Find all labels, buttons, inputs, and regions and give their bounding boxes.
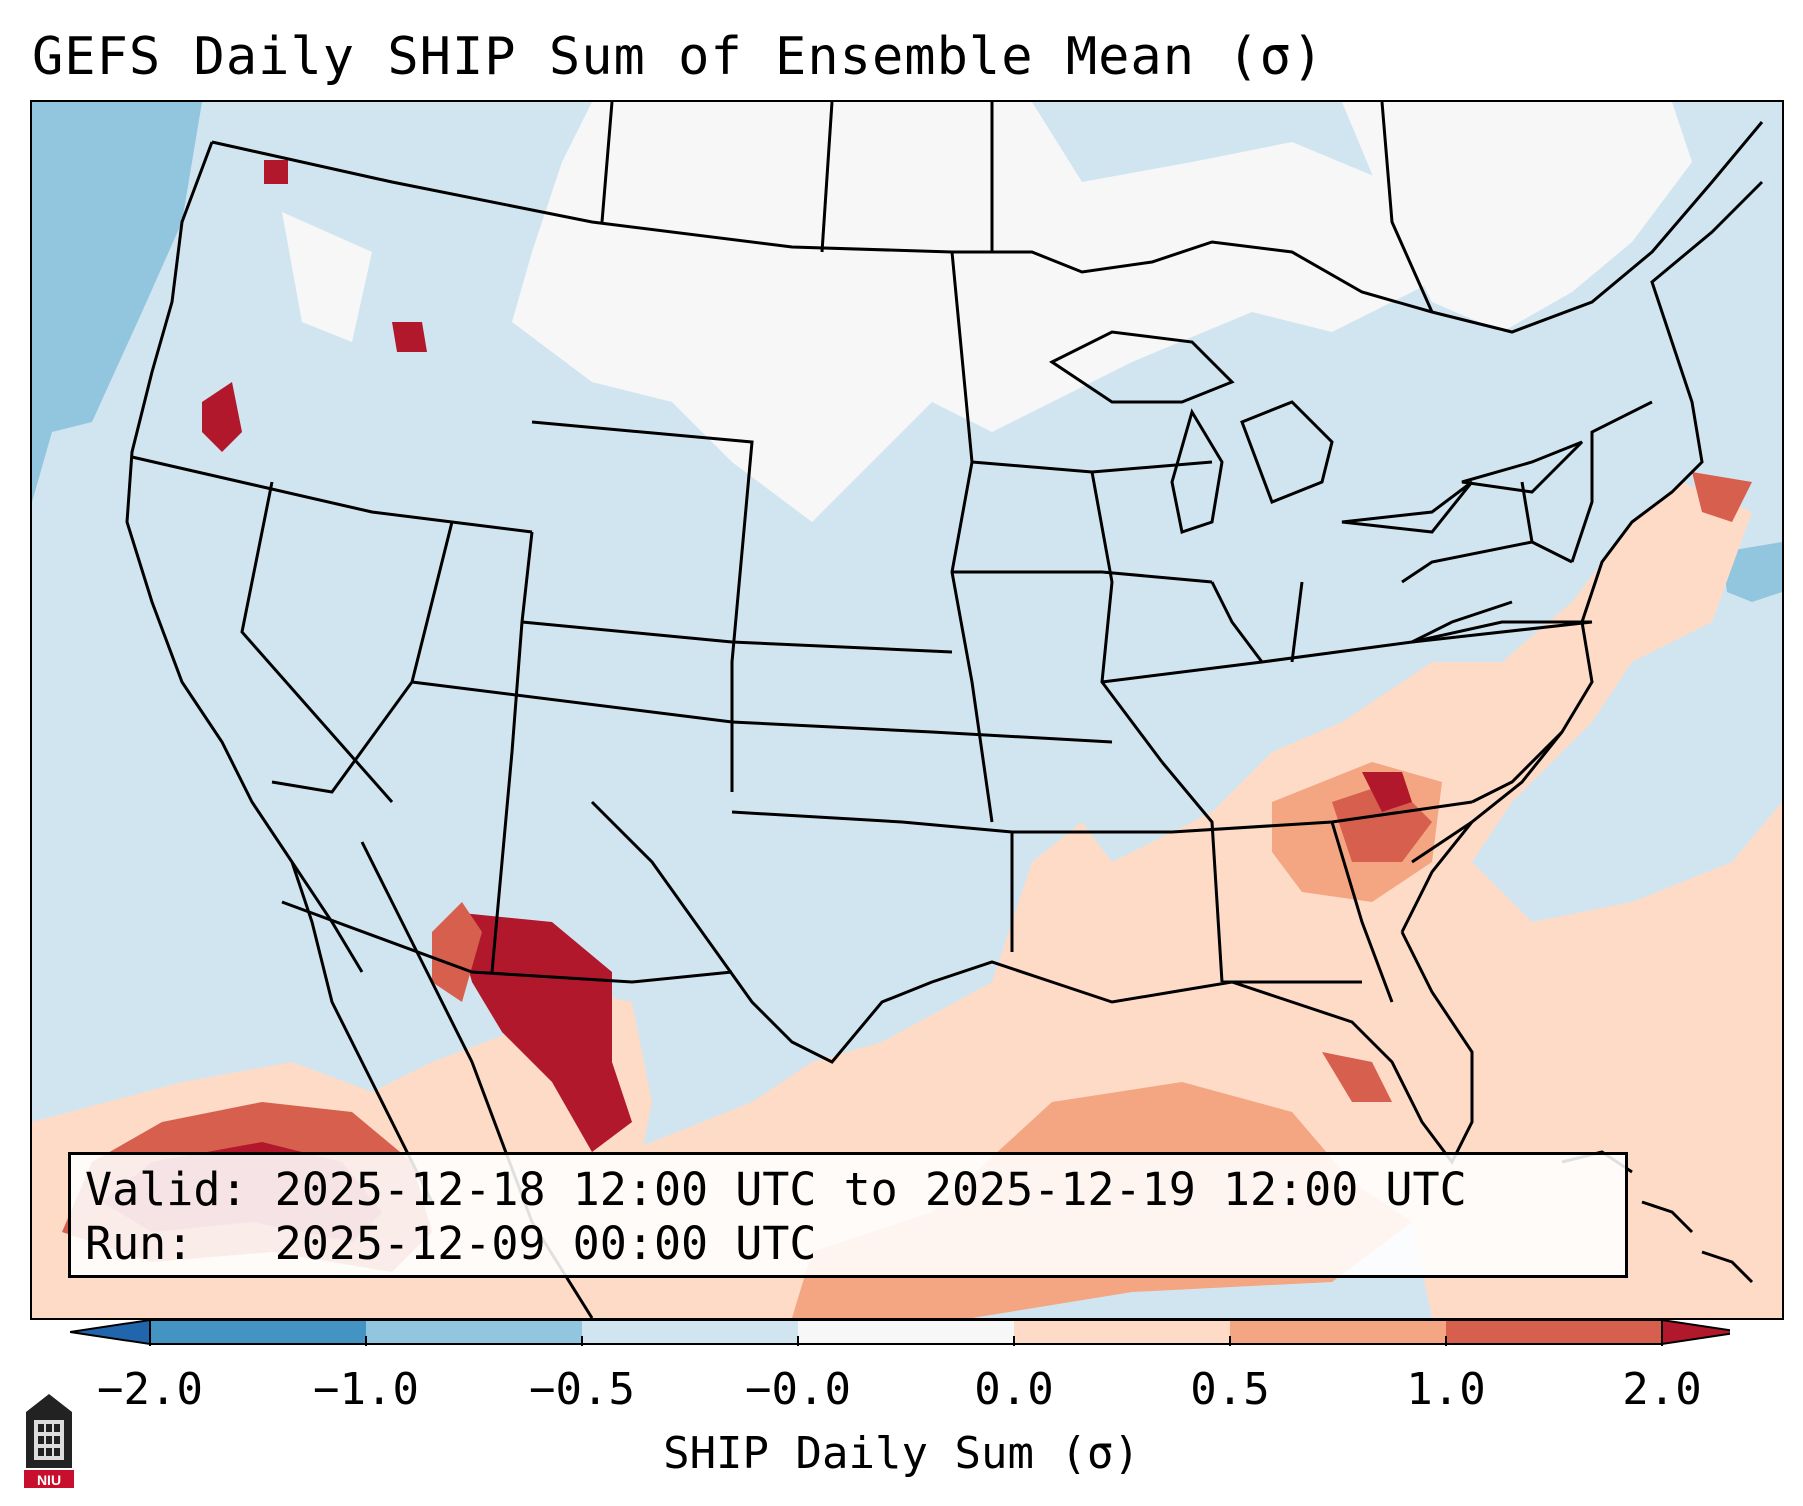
colorbar-segment — [366, 1320, 582, 1344]
sierra-madre-moderate-anomaly — [432, 902, 482, 1002]
boundary-lines — [125, 102, 1764, 1318]
colorbar-segment — [798, 1320, 1014, 1344]
idaho-anomaly — [392, 322, 427, 352]
colorbar-label: SHIP Daily Sum (σ) — [663, 1428, 1140, 1479]
new-england-anomaly — [1692, 472, 1752, 522]
colorbar-segment — [582, 1320, 798, 1344]
colorbar-tick-label: 2.0 — [1622, 1364, 1702, 1415]
colorbar-tick-label: 0.0 — [974, 1364, 1054, 1415]
colorbar-segment — [1446, 1320, 1662, 1344]
carolina-strong-anomaly — [1362, 772, 1412, 812]
southeast-positive-anomaly — [452, 482, 1782, 1318]
colorbar-tick-label: −0.5 — [529, 1364, 635, 1415]
canada-east-neutral — [1342, 102, 1692, 332]
colorbar-extend-high — [1661, 1318, 1730, 1346]
colorbar-extend-low — [70, 1318, 151, 1346]
atlantic-negative-patch — [1722, 542, 1782, 602]
colorbar-segment — [1014, 1320, 1230, 1344]
map-panel — [30, 100, 1784, 1320]
valid-time-line: Valid: 2025-12-18 12:00 UTC to 2025-12-1… — [85, 1163, 1467, 1216]
colorbar-tick-label: −0.0 — [745, 1364, 851, 1415]
colorbar-tick-label: −1.0 — [313, 1364, 419, 1415]
pacific-negative-anomaly — [32, 102, 202, 502]
colorbar-segment — [1230, 1320, 1446, 1344]
map-canvas — [32, 102, 1782, 1318]
oregon-coast-anomaly — [202, 382, 242, 452]
florida-panhandle-anomaly — [1322, 1052, 1392, 1102]
colorbar-tick-label: 0.5 — [1190, 1364, 1270, 1415]
chart-title: GEFS Daily SHIP Sum of Ensemble Mean (σ) — [32, 27, 1325, 87]
northern-plains-neutral — [512, 102, 1432, 522]
colorbar-segment — [150, 1320, 366, 1344]
northwest-neutral — [282, 212, 372, 342]
colorbar-tick-label: 1.0 — [1406, 1364, 1486, 1415]
logo-text: NIU — [37, 1472, 61, 1488]
validity-info-box: Valid: 2025-12-18 12:00 UTC to 2025-12-1… — [68, 1152, 1628, 1278]
colorbar-outline — [149, 1319, 1663, 1345]
colorbar — [70, 1318, 1730, 1346]
sierra-madre-strong-anomaly — [452, 912, 632, 1152]
run-time-line: Run: 2025-12-09 00:00 UTC — [85, 1217, 817, 1270]
washington-anomaly — [264, 160, 288, 184]
niu-logo-icon: NIU — [24, 1394, 74, 1488]
colorbar-tick-label: −2.0 — [97, 1364, 203, 1415]
